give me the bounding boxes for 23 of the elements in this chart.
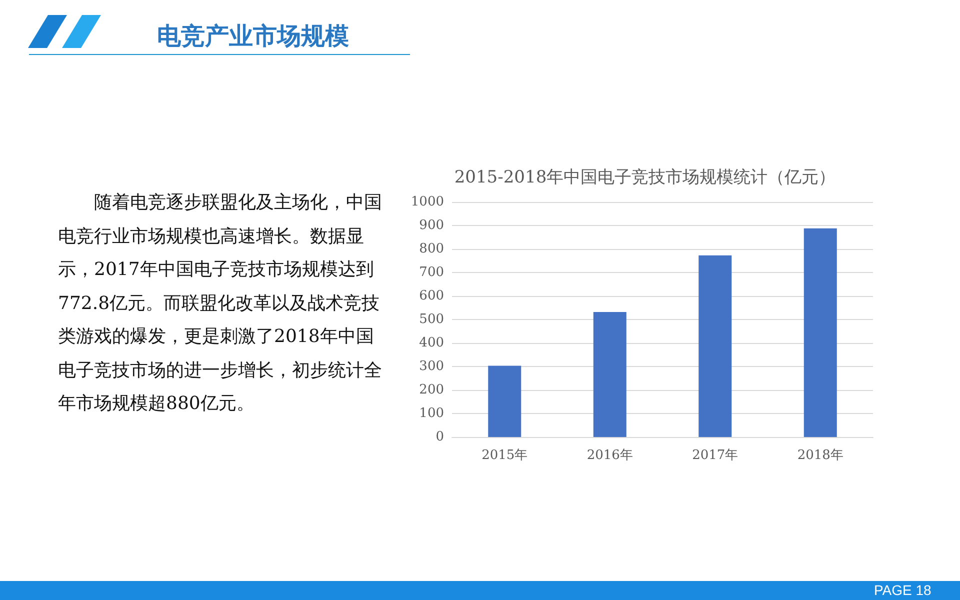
y-tick-label: 800 xyxy=(419,242,444,256)
x-tick-label: 2015年 xyxy=(482,448,528,463)
y-tick-label: 400 xyxy=(419,336,444,350)
y-tick-label: 100 xyxy=(419,406,444,421)
y-tick-label: 900 xyxy=(419,218,444,233)
bar xyxy=(593,312,626,437)
y-tick-label: 0 xyxy=(436,430,444,444)
text: 电竞产业市场规模 xyxy=(157,21,349,52)
y-tick-label: 700 xyxy=(419,265,444,280)
bar xyxy=(804,228,837,437)
y-tick-label: 500 xyxy=(419,312,444,327)
x-tick-label: 2016年 xyxy=(586,448,633,463)
text: 随着电竞逐步联盟化及主场化，中国电竞行业市场规模也高速增长。数据显示，2017年中国电子竞技市场规模达到772.8亿元。而联盟化改革以及战术竞技类游戏的爆发，更是刺激了2018年中国电子竞技市场的进一步增长，初步统计全年市场规模超880亿元。 xyxy=(58,191,383,416)
chart-title: 2015-2018年中国电子竞技市场规模统计（亿元） xyxy=(454,168,836,188)
bar xyxy=(488,366,522,437)
text: PAGE 18 xyxy=(874,581,932,600)
y-tick-label: 600 xyxy=(419,288,444,304)
y-tick-label: 1000 xyxy=(410,194,444,210)
y-tick-label: 200 xyxy=(419,382,444,398)
x-tick-label: 2017年 xyxy=(692,448,738,463)
bar xyxy=(698,255,732,437)
x-tick-label: 2018年 xyxy=(797,448,844,463)
y-tick-label: 300 xyxy=(419,359,444,374)
